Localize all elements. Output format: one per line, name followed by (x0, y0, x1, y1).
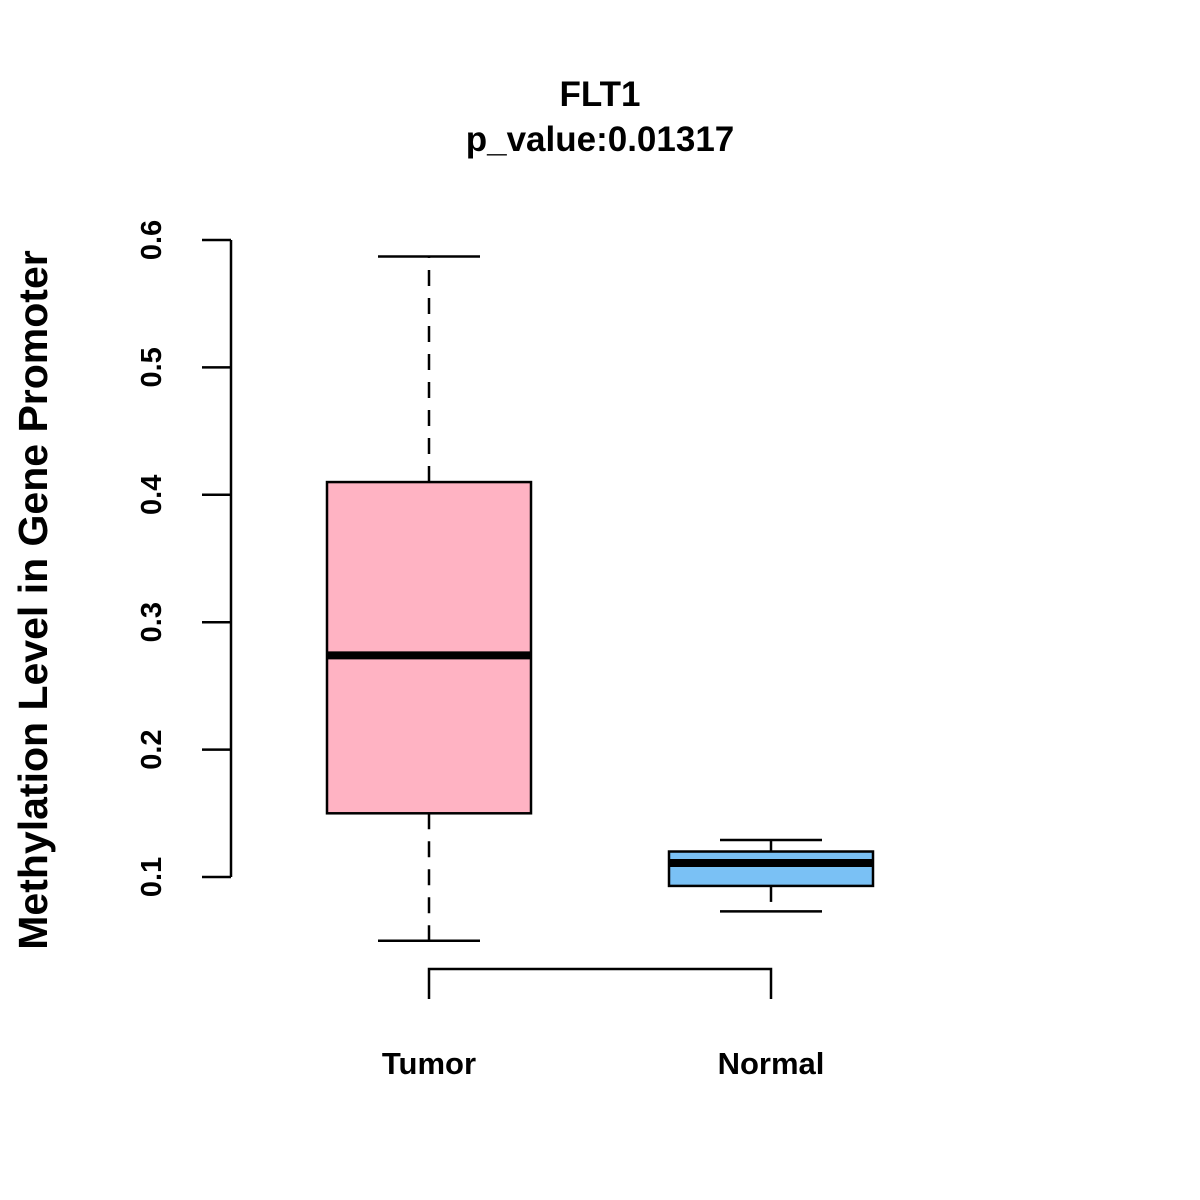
y-tick-label-0-3: 0.3 (136, 602, 168, 642)
chart-subtitle: p_value:0.01317 (466, 120, 735, 159)
y-tick-label-0-4: 0.4 (136, 475, 168, 515)
x-category-label-tumor: Tumor (382, 1046, 476, 1081)
x-category-labels: Tumor Normal (382, 1046, 824, 1081)
y-axis: 0.1 0.2 0.3 0.4 0.5 0.6 (136, 220, 233, 897)
y-axis-label: Methylation Level in Gene Promoter (10, 250, 56, 949)
y-tick-label-0-2: 0.2 (136, 729, 168, 769)
iqr-box-normal (667, 850, 875, 888)
y-tick-label-0-5: 0.5 (136, 347, 168, 387)
box-tumor (325, 255, 533, 942)
x-category-label-normal: Normal (718, 1046, 825, 1081)
comparison-bracket (427, 967, 773, 999)
chart-title: FLT1 (559, 75, 640, 114)
bracket-line (427, 967, 773, 999)
iqr-box-tumor (325, 480, 533, 815)
box-normal (667, 838, 875, 913)
y-tick-label-0-6: 0.6 (136, 220, 168, 260)
y-tick-label-0-1: 0.1 (136, 857, 168, 897)
boxes-layer (325, 255, 875, 942)
